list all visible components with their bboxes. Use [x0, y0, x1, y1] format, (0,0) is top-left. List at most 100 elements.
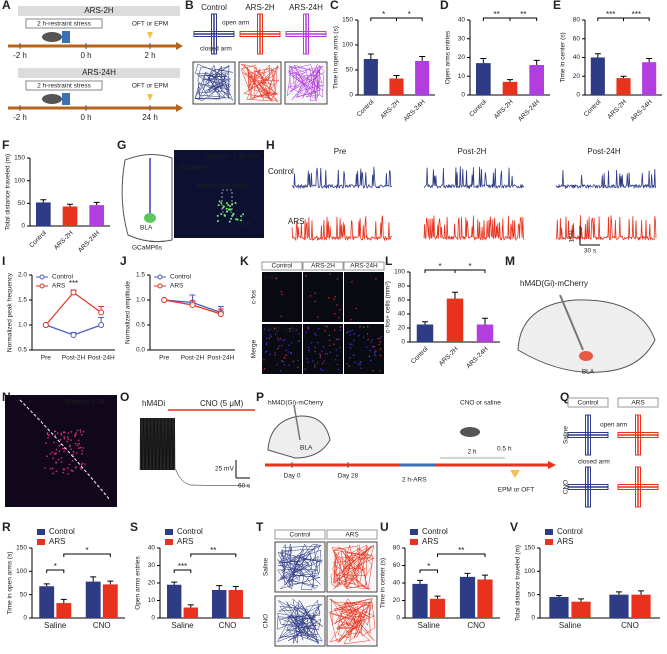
- y-tick-label: 0.5: [18, 347, 27, 354]
- cell: [58, 450, 61, 452]
- cell: [52, 472, 55, 475]
- legend-swatch: [410, 539, 418, 545]
- virus-label: GCaMP6s: [132, 245, 163, 252]
- cell: [314, 350, 316, 353]
- y-tick-label: 0: [531, 615, 535, 622]
- cell: [74, 435, 76, 438]
- cell: [324, 325, 326, 328]
- bla: [144, 213, 156, 223]
- cell: [63, 436, 65, 438]
- cell: [280, 291, 283, 293]
- cell: [275, 333, 277, 335]
- cell: [307, 328, 310, 330]
- x-tick-label: Control: [468, 98, 488, 118]
- cell: [312, 360, 314, 362]
- cell: [59, 438, 62, 441]
- y-tick-label: 30: [458, 35, 466, 42]
- cell: [346, 331, 348, 334]
- bar: [631, 594, 651, 618]
- cell: [60, 461, 63, 463]
- y-tick-label: 60: [393, 562, 401, 569]
- y-tick-label: 40: [148, 545, 156, 552]
- y-tick-label: 150: [16, 545, 27, 552]
- sig-bracket: [436, 553, 486, 557]
- tracking-path: [286, 63, 326, 101]
- cell: [79, 446, 82, 449]
- x-tick-label: Control: [410, 345, 430, 365]
- cell: [70, 439, 72, 441]
- y-tick-label: 50: [18, 200, 26, 207]
- cell: [83, 463, 86, 465]
- error-bar: [67, 203, 73, 207]
- timeline-title: ARS-2H: [84, 6, 114, 15]
- row-label: c-fos: [251, 289, 258, 304]
- scale-label: 30 s: [584, 248, 597, 255]
- y-tick-label: 0: [151, 615, 155, 622]
- micrograph: [344, 272, 384, 322]
- cell: [374, 353, 376, 356]
- group-label: Control: [201, 3, 227, 12]
- marker: [147, 32, 153, 39]
- cell: [76, 429, 79, 432]
- y-tick-label: 1.0: [136, 297, 145, 304]
- cell: [232, 213, 235, 216]
- cell: [63, 450, 65, 452]
- sig-bracket: [46, 569, 65, 573]
- panel-label: L: [385, 254, 392, 268]
- cell: [279, 338, 281, 340]
- row-label: Merge: [251, 339, 258, 358]
- cell: [369, 349, 372, 352]
- y-tick-label: 0: [21, 223, 25, 230]
- legend-label: ARS: [557, 537, 573, 546]
- cell: [79, 431, 82, 433]
- panel-label: V: [510, 520, 518, 534]
- legend-label: ARS: [52, 283, 66, 290]
- cell: [75, 452, 78, 454]
- cell: [367, 326, 369, 328]
- bar: [477, 579, 493, 618]
- column-label: Post-2H: [458, 147, 487, 156]
- cell: [314, 333, 316, 335]
- cell: [267, 329, 270, 331]
- y-tick-label: 1.5: [136, 272, 145, 279]
- cell: [357, 363, 359, 365]
- y-tick-label: 10: [148, 597, 156, 604]
- bar: [529, 65, 544, 95]
- bar: [446, 298, 464, 342]
- sig-label: ***: [606, 10, 615, 19]
- cell: [231, 214, 234, 217]
- y-tick-label: 0: [349, 92, 353, 99]
- panel-label: A: [2, 0, 11, 12]
- tracking-path: [330, 544, 375, 590]
- point: [98, 322, 105, 328]
- cell: [74, 442, 77, 445]
- test-label: OFT or EPM: [132, 21, 168, 28]
- legend-marker: [39, 283, 45, 289]
- header-box: [302, 261, 344, 271]
- column-label: Post-24H: [587, 147, 621, 156]
- arrow-head: [548, 461, 556, 469]
- y-axis-label: Total distance traveled (m): [515, 545, 522, 621]
- sig-bracket: [63, 553, 111, 557]
- error-bar: [646, 57, 653, 63]
- row-label: CNO: [263, 614, 270, 628]
- y-tick-label: 100: [16, 568, 27, 575]
- legend-label: Control: [557, 527, 583, 536]
- error-bar: [464, 572, 471, 577]
- sig-bracket: [419, 569, 438, 573]
- x-tick-label: Control: [583, 98, 603, 118]
- cell: [380, 335, 382, 338]
- test-label: OFT or EPM: [132, 83, 168, 90]
- error-bar: [615, 591, 622, 595]
- cell: [282, 361, 285, 363]
- cell: [323, 360, 325, 362]
- bar: [502, 81, 518, 95]
- cell: [297, 366, 299, 368]
- cell: [269, 334, 272, 336]
- x-tick-label: Saline: [559, 621, 582, 630]
- panel-label: S: [130, 520, 138, 534]
- row-label: ARS: [288, 217, 304, 226]
- bar: [363, 59, 378, 95]
- legend-marker: [157, 274, 163, 280]
- cell: [305, 275, 307, 277]
